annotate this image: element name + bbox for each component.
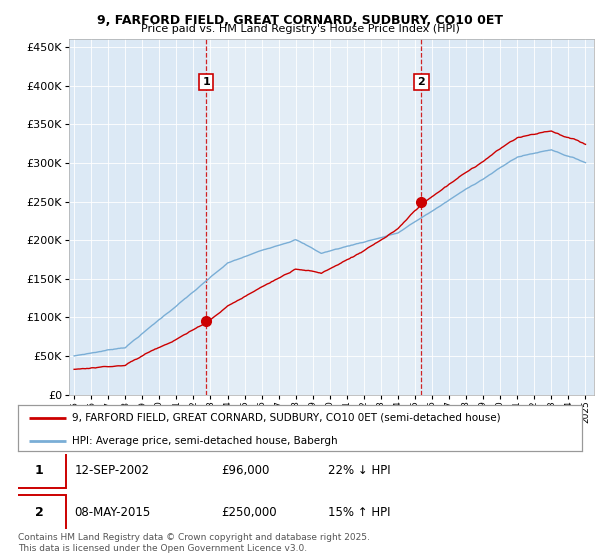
Text: 22% ↓ HPI: 22% ↓ HPI (328, 464, 391, 477)
Text: HPI: Average price, semi-detached house, Babergh: HPI: Average price, semi-detached house,… (71, 436, 337, 446)
FancyBboxPatch shape (13, 453, 66, 488)
Text: £96,000: £96,000 (221, 464, 269, 477)
Text: 12-SEP-2002: 12-SEP-2002 (74, 464, 149, 477)
Text: £250,000: £250,000 (221, 506, 277, 519)
Text: 15% ↑ HPI: 15% ↑ HPI (328, 506, 391, 519)
Text: Price paid vs. HM Land Registry's House Price Index (HPI): Price paid vs. HM Land Registry's House … (140, 24, 460, 34)
FancyBboxPatch shape (13, 495, 66, 530)
Bar (206, 39, 421, 395)
Text: 9, FARFORD FIELD, GREAT CORNARD, SUDBURY, CO10 0ET: 9, FARFORD FIELD, GREAT CORNARD, SUDBURY… (97, 14, 503, 27)
Text: 1: 1 (35, 464, 44, 477)
Text: 2: 2 (35, 506, 44, 519)
Text: Contains HM Land Registry data © Crown copyright and database right 2025.
This d: Contains HM Land Registry data © Crown c… (18, 533, 370, 553)
Text: 1: 1 (202, 77, 210, 87)
Text: 08-MAY-2015: 08-MAY-2015 (74, 506, 151, 519)
Text: 2: 2 (418, 77, 425, 87)
Text: 9, FARFORD FIELD, GREAT CORNARD, SUDBURY, CO10 0ET (semi-detached house): 9, FARFORD FIELD, GREAT CORNARD, SUDBURY… (71, 413, 500, 423)
